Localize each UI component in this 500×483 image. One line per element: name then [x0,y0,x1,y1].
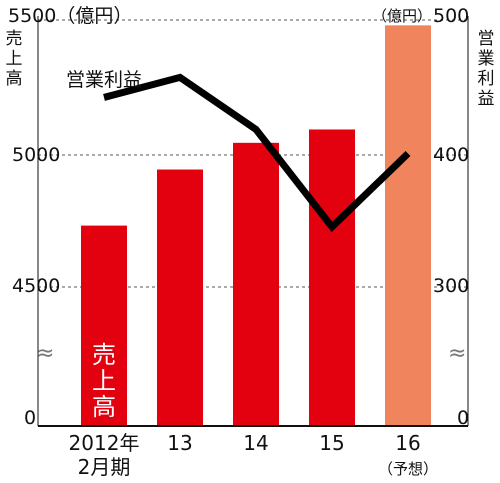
left-tick-0: 0 [24,407,36,429]
left-axis-title-char-2: 高 [6,69,23,89]
right-axis-title-char-0: 営 [478,29,495,49]
bar-0 [81,225,127,426]
bar-3 [309,129,355,426]
left-axis-break: ≈ [36,341,54,366]
bar-1 [157,169,203,426]
line-series-label: 営業利益 [66,69,142,91]
right-tick-0: 0 [457,407,469,429]
category-label-0-line-1: 2月期 [78,455,131,479]
right-axis-title-char-2: 利 [478,69,495,89]
right-axis-break: ≈ [448,341,466,366]
left-axis-title-char-0: 売 [6,29,23,49]
left-axis-title-char-1: 上 [6,49,23,69]
category-label-3-line-0: 15 [319,431,344,455]
bar-inner-label-char-2: 高 [92,393,116,421]
bar-inner-label-char-1: 上 [92,367,116,395]
right-tick-500: 500 [433,5,469,27]
bar-series [81,25,431,427]
right-tick-300: 300 [433,275,469,297]
bar-2 [233,142,279,426]
right-axis-title-char-1: 業 [478,49,495,69]
operating-profit-line [103,73,411,233]
left-axis-title-vertical: 売上高 [6,29,23,89]
category-label-2-line-0: 14 [243,431,268,455]
bar-series-inner-label: 売上高 [92,341,116,421]
right-axis-unit-label: （億円） [372,7,432,25]
right-axis-title-char-3: 益 [478,89,495,109]
left-tick-5000: 5000 [12,144,60,166]
bar-4 [385,25,431,427]
left-axis-unit-label: 5500（億円） [8,5,132,27]
category-label-0-line-0: 2012年 [69,431,140,455]
category-label-4-line-1: （予想） [378,460,438,478]
right-axis-title-vertical: 営業利益 [478,29,495,109]
right-tick-400: 400 [433,144,469,166]
category-label-1-line-0: 13 [167,431,192,455]
bar-inner-label-char-0: 売 [92,341,116,369]
left-tick-4500: 4500 [12,275,60,297]
category-label-4-line-0: 16 [395,431,420,455]
